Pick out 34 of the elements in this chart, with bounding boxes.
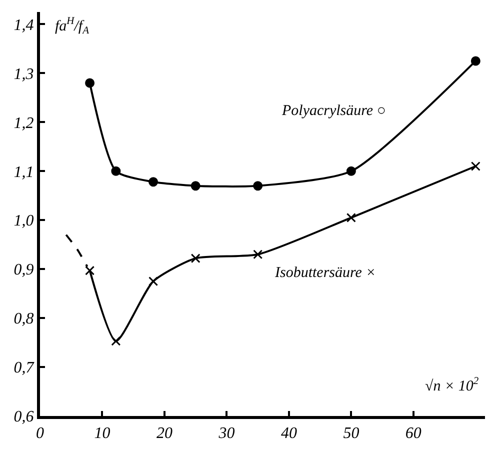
y-tick-label: 1,2 <box>14 114 34 132</box>
x-tick-label: 0 <box>36 425 44 442</box>
x-tick-label: 40 <box>280 425 297 442</box>
x-axis-title: √n × 10$^{2}$ <box>425 376 480 394</box>
point <box>253 181 263 191</box>
point <box>111 336 121 346</box>
point <box>253 250 263 260</box>
x-tick-label: 60 <box>405 425 422 442</box>
y-tick-label: 0,6 <box>14 408 34 426</box>
point <box>470 162 480 171</box>
x-tick-label: 10 <box>94 425 110 442</box>
y-tick-label: 0,8 <box>14 310 34 328</box>
point <box>148 276 158 286</box>
point <box>85 78 95 88</box>
point <box>190 181 200 191</box>
y-axis-title: fa$^{H}$/f$_{A}$ <box>55 16 90 36</box>
y-tick-label: 0,9 <box>14 262 34 279</box>
x-tick-label: 50 <box>343 425 360 442</box>
point <box>111 166 121 176</box>
y-tick-label: 1,0 <box>14 212 34 230</box>
series-label: Polyacrylsäure ○ <box>281 103 386 119</box>
y-tick-label: 1,4 <box>14 16 34 34</box>
point <box>470 56 480 66</box>
x-tick-label: 30 <box>218 425 235 442</box>
y-tick-label: 0,7 <box>14 360 35 377</box>
y-tick-label: 1,1 <box>14 164 34 181</box>
point <box>346 166 356 176</box>
x-tick-label: 20 <box>156 425 172 442</box>
point <box>346 212 356 222</box>
point <box>148 177 158 187</box>
point <box>190 254 200 264</box>
series-label: Isobuttersäure × <box>274 265 376 281</box>
y-tick-label: 1,3 <box>14 66 34 83</box>
point <box>85 266 95 276</box>
